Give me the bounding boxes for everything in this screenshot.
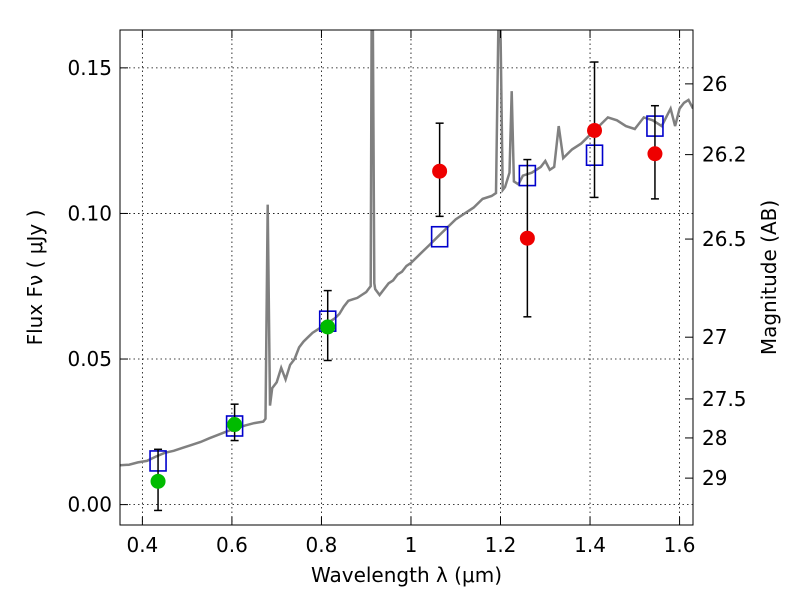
x-axis-label: Wavelength λ (μm) — [311, 563, 502, 587]
grid-layer — [120, 30, 693, 525]
observed-point — [227, 417, 243, 433]
observed-point — [519, 230, 535, 246]
y2-tick-label: 26.5 — [702, 227, 747, 251]
observed-point — [587, 122, 603, 138]
observed-point — [150, 473, 166, 489]
spectrum-layer — [120, 30, 693, 467]
x-tick-label: 0.8 — [306, 533, 338, 557]
y2-tick-label: 27 — [702, 325, 727, 349]
x-tick-label: 1.4 — [574, 533, 606, 557]
observed-point — [320, 319, 336, 335]
x-tick-label: 0.6 — [216, 533, 248, 557]
model-photometry-layer — [149, 115, 664, 472]
model-photometry-square — [430, 225, 449, 248]
y2-tick-label: 28 — [702, 426, 727, 450]
y2-tick-label: 26 — [702, 72, 727, 96]
y-tick-label: 0.05 — [67, 347, 112, 371]
y-tick-label: 0.15 — [67, 56, 112, 80]
observed-point — [647, 146, 663, 162]
y-axis-label: Flux Fν ( μJy ) — [23, 210, 47, 346]
x-tick-label: 0.4 — [126, 533, 158, 557]
ticks-layer: 0.4 0.6 0.8 1 1.2 1.4 1.6 0.00 0.05 0.10 0.15 26 26.… — [67, 30, 747, 557]
y2-tick-label: 27.5 — [702, 387, 747, 411]
x-tick-label: 1 — [405, 533, 418, 557]
observed-point — [432, 163, 448, 179]
y2-tick-label: 29 — [702, 466, 727, 490]
y2-axis-label: Magnitude (AB) — [757, 200, 781, 355]
y-tick-label: 0.00 — [67, 493, 112, 517]
y2-tick-label: 26.2 — [702, 143, 747, 167]
model-spectrum-line — [120, 30, 693, 467]
x-tick-label: 1.2 — [485, 533, 517, 557]
plot-frame — [119, 29, 694, 526]
x-tick-label: 1.6 — [664, 533, 696, 557]
y-tick-label: 0.10 — [67, 201, 112, 225]
observed-photometry-layer — [150, 61, 663, 512]
